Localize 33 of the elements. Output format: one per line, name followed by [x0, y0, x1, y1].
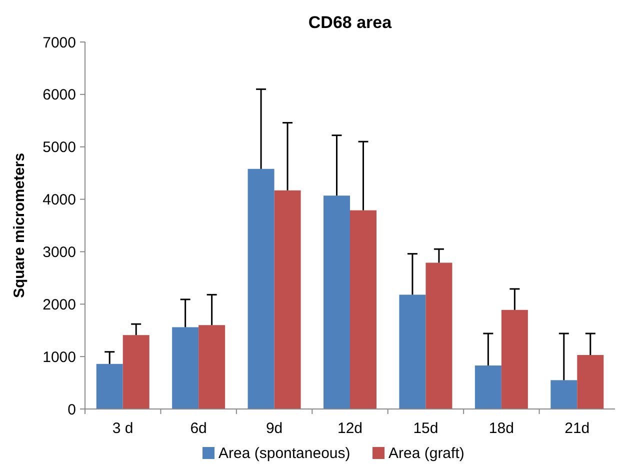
x-tick-label: 21d: [564, 420, 590, 437]
x-tick-label: 18d: [488, 420, 514, 437]
bar: [577, 355, 604, 409]
x-tick-label: 3 d: [112, 420, 134, 437]
y-tick-label: 7000: [42, 34, 76, 52]
bar: [172, 327, 199, 409]
bar: [96, 364, 123, 409]
bar: [501, 310, 528, 409]
bar: [198, 325, 226, 409]
y-tick-label: 3000: [42, 244, 76, 261]
x-tick-label: 12d: [337, 420, 363, 437]
bar: [274, 190, 301, 409]
y-axis-title: Square micrometers: [11, 152, 28, 298]
bar: [399, 294, 426, 409]
bar: [324, 196, 350, 409]
bar: [550, 380, 578, 409]
x-tick-label: 9d: [266, 420, 283, 437]
legend-label: Area (spontaneous): [218, 445, 350, 462]
x-tick-label: 15d: [413, 420, 438, 437]
bar: [474, 365, 502, 409]
y-tick-label: 2000: [42, 296, 76, 314]
x-tick-label: 6d: [190, 420, 207, 437]
bar: [248, 168, 274, 409]
y-tick-label: 4000: [42, 192, 76, 209]
y-tick-label: 5000: [42, 139, 76, 156]
bar: [426, 262, 452, 409]
bar: [350, 210, 376, 409]
y-tick-label: 1000: [42, 348, 76, 366]
y-tick-label: 0: [68, 401, 76, 418]
chart-title: CD68 area: [308, 13, 392, 32]
bar: [122, 335, 150, 409]
legend-label: Area (graft): [388, 445, 464, 462]
y-tick-label: 6000: [42, 86, 76, 104]
